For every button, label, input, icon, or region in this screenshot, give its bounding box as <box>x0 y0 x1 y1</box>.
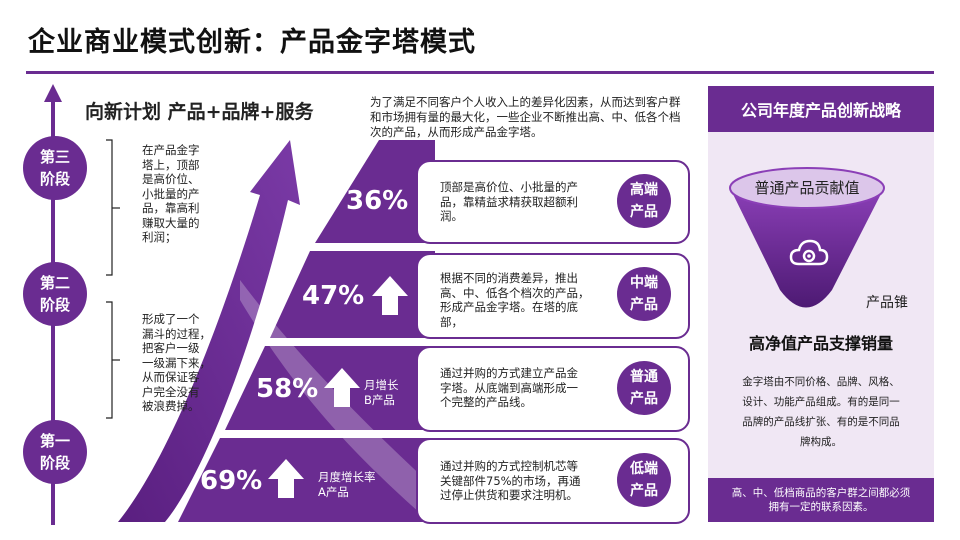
up-arrow-icon-58 <box>324 368 360 407</box>
intro-text: 为了满足不同客户个人收入上的差异化因素，从而达到客户群和市场拥有量的最大化，一些… <box>370 95 681 139</box>
stage-2-desc: 形成了一个 漏斗的过程， 把客户一级 一级漏下来， 从而保证客 户完全没有 被浪费掉。 <box>142 312 211 413</box>
stage-3-badge: 第三 阶段 <box>23 136 87 200</box>
tier-3-percent: 58% <box>256 374 319 404</box>
tier-4-percent: 69% <box>200 466 263 496</box>
tier-4-block <box>178 438 435 522</box>
subtitle: 向新计划 产品+品牌+服务 <box>85 101 314 123</box>
strategy-panel-header: 公司年度产品创新战略 <box>708 86 934 132</box>
tier-4-badge: 低端 产品 <box>617 453 671 507</box>
stage-3-desc: 在产品金字 塔上，顶部 是高价位、 小批量的产 品，靠高利 赚取大量的 利润； <box>142 143 200 244</box>
title-divider <box>26 71 934 74</box>
brace-stage-2 <box>106 301 113 419</box>
growth-arrow <box>118 140 300 522</box>
funnel-side-label: 产品锥 <box>866 295 908 311</box>
tier-1-percent: 36% <box>346 186 409 216</box>
tier-1-badge: 高端 产品 <box>617 174 671 228</box>
tier-2-percent: 47% <box>302 281 365 311</box>
tier-2-desc: 根据不同的消费差异，推出 高、中、低各个档次的产品， 形成产品金字塔。在塔的底 部， <box>440 271 590 329</box>
brace-stage-3 <box>106 139 113 276</box>
up-arrow-icon-69 <box>268 459 304 498</box>
stage-1-badge: 第一 阶段 <box>23 420 87 484</box>
panel-headline: 高净值产品支撑销量 <box>748 334 893 353</box>
funnel-shape <box>730 188 884 308</box>
strategy-panel-footer: 高、中、低档商品的客户群之间都必须 拥有一定的联系因素。 <box>708 478 934 522</box>
strategy-panel-bg <box>708 86 934 522</box>
tier-4-desc: 通过并购的方式控制机芯等 关键部件75%的市场，再通 过停止供货和要求注明机。 <box>440 459 581 502</box>
axis-arrow-head <box>44 84 62 102</box>
page-title: 企业商业模式创新：产品金字塔模式 <box>28 27 476 58</box>
tier-2-badge: 中端 产品 <box>617 267 671 321</box>
tier-3-note: 月增长 B产品 <box>364 378 399 407</box>
up-arrow-icon-47 <box>372 276 408 315</box>
tier-1-desc: 顶部是高价位、小批量的产 品，靠精益求精获取超额利 润。 <box>440 180 578 223</box>
tier-1-block <box>315 140 435 243</box>
cloud-gear-icon <box>789 239 829 266</box>
tier-3-desc: 通过并购的方式建立产品金 字塔。从底端到高端形成一 个完整的产品线。 <box>440 366 578 409</box>
funnel-top-label: 普通产品贡献值 <box>754 179 860 197</box>
stage-2-badge: 第二 阶段 <box>23 262 87 326</box>
tier-2-block <box>270 251 435 338</box>
funnel-top-ellipse <box>729 167 885 209</box>
tier-4-note: 月度增长率 A产品 <box>318 470 376 499</box>
tier-3-badge: 普通 产品 <box>617 361 671 415</box>
panel-body: 金字塔由不同价格、品牌、风格、 设计、功能产品组成。有的是同一 品牌的产品线扩张、… <box>742 376 900 448</box>
